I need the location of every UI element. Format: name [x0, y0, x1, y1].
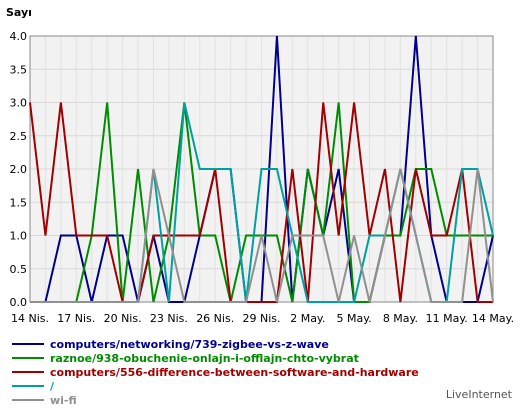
y-tick-label: 2.0 — [10, 163, 28, 176]
y-tick-label: 0.5 — [10, 263, 28, 276]
series-line — [30, 168, 494, 303]
footer: LiveInternet — [446, 388, 513, 401]
y-tick-label: 3.5 — [10, 63, 28, 76]
y-tick-label: 2.5 — [10, 130, 28, 143]
y-tick-label: 1.5 — [10, 196, 28, 209]
series-line — [29, 102, 493, 303]
legend-label: wi-fi — [50, 394, 77, 405]
x-tick-label: 23 Nis. — [150, 312, 188, 325]
legend-label: computers/networking/739-zigbee-vs-z-wav… — [50, 338, 329, 351]
legend-label: / — [50, 380, 55, 393]
x-tick-label: 26 Nis. — [196, 312, 234, 325]
y-tick-label: 1.0 — [10, 230, 28, 243]
x-tick-label: 14 May. — [472, 312, 514, 325]
x-tick-label: 8 May. — [383, 312, 418, 325]
legend-label: raznoe/938-obuchenie-onlajn-i-offlajn-ch… — [50, 352, 359, 365]
x-tick-label: 20 Nis. — [104, 312, 142, 325]
chart-title: Sayı — [6, 6, 32, 19]
y-tick-label: 3.0 — [10, 97, 28, 110]
x-tick-label: 17 Nis. — [57, 312, 95, 325]
x-tick-label: 29 Nis. — [242, 312, 280, 325]
x-tick-label: 11 May. — [426, 312, 468, 325]
legend-label: computers/556-difference-between-softwar… — [50, 366, 419, 379]
x-tick-label: 5 May. — [337, 312, 372, 325]
y-tick-label: 4.0 — [10, 30, 28, 43]
x-tick-label: 14 Nis. — [11, 312, 49, 325]
x-tick-label: 2 May. — [290, 312, 325, 325]
y-tick-label: 0.0 — [10, 296, 28, 309]
